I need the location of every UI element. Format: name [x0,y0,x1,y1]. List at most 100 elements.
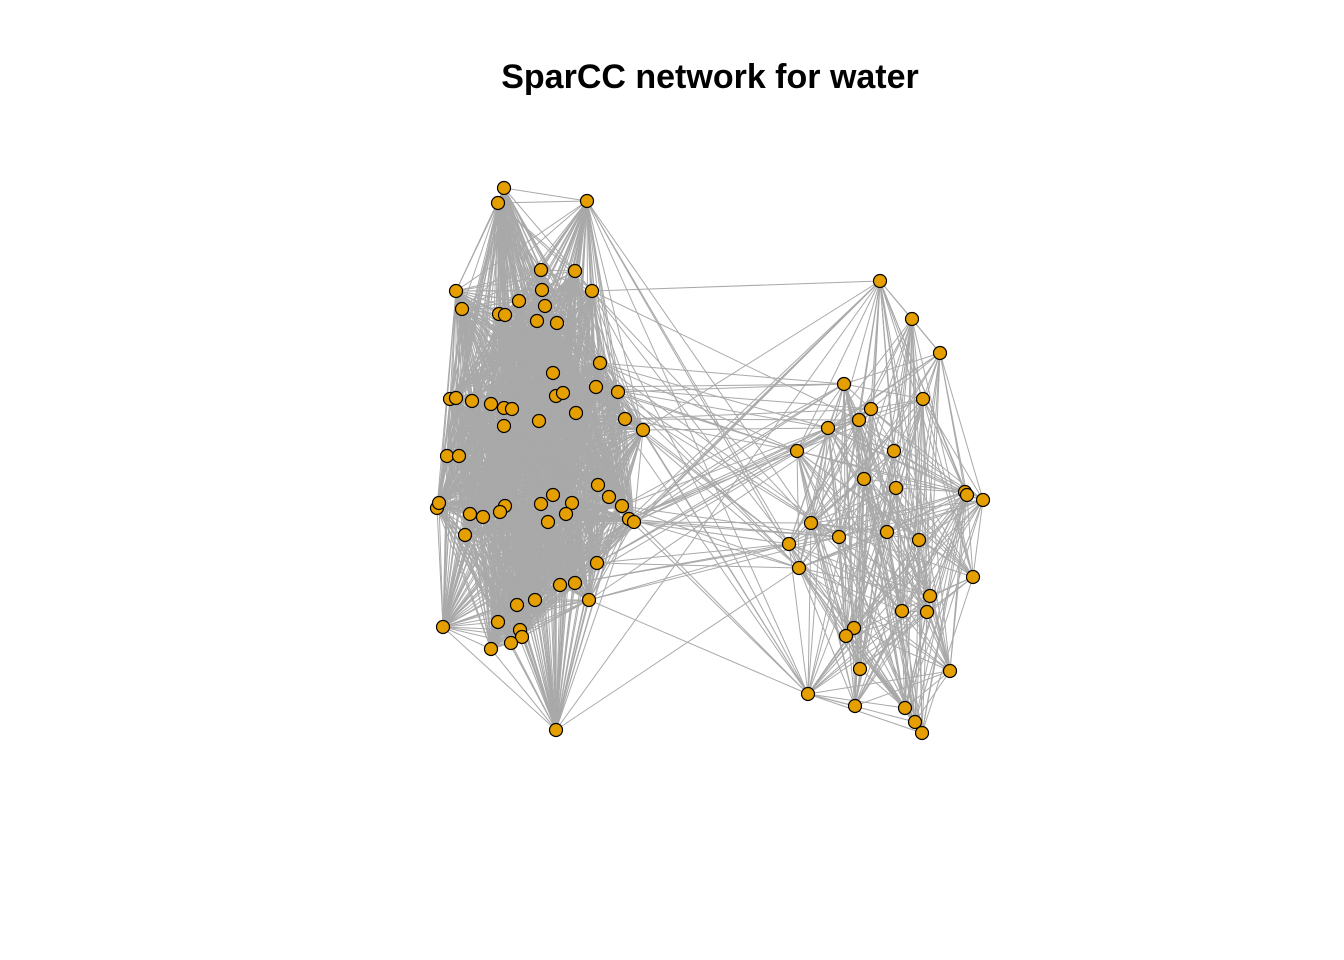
edge-left-cluster [449,313,500,400]
edge-right-cluster [858,419,895,452]
network-node [975,492,991,508]
edge-cross-cluster [599,362,845,385]
network-node [490,195,506,211]
network-node [592,355,608,371]
network-node [462,506,478,522]
edge-cross-cluster [617,391,800,569]
edge-left-cluster [442,626,492,650]
edge-left-cluster [442,621,499,628]
edge-left-cluster [503,187,588,202]
edge-right-cluster [838,419,860,538]
edge-left-cluster [555,518,630,731]
edge-right-cluster [798,383,845,569]
edge-right-cluster [886,491,966,533]
edge-right-cluster [845,635,923,734]
edge-right-cluster [807,610,903,695]
edge-cross-cluster [591,290,812,524]
edge-left-cluster [446,403,492,457]
edge-right-cluster [807,539,920,695]
edge-cross-cluster [633,521,812,524]
network-node [435,619,451,635]
edge-left-cluster [442,505,623,628]
network-node [464,393,480,409]
edge-left-cluster [446,455,610,498]
edge-left-cluster [510,496,610,644]
edge-right-cluster [870,352,941,410]
edge-left-cluster [633,429,644,523]
edge-right-cluster [845,531,888,637]
edge-right-cluster [863,352,941,480]
edge-right-cluster [827,427,920,541]
edge-right-cluster [870,408,974,578]
edge-right-cluster [895,318,913,489]
edge-right-cluster [859,595,931,670]
edge-cross-cluster [596,408,872,564]
edge-right-cluster [918,491,966,541]
edge-right-cluster [807,693,923,734]
edge-right-cluster [972,499,984,578]
edge-left-cluster [575,412,644,431]
edge-left-cluster [446,412,577,457]
network-node [454,301,470,317]
edge-right-cluster [798,567,856,707]
network-node [558,506,574,522]
edge-left-cluster [455,269,542,292]
network-node [549,315,565,331]
edge-right-cluster [796,450,840,538]
edge-right-cluster [838,536,856,707]
network-node [567,575,583,591]
edge-right-cluster [870,398,924,410]
network-node [581,592,597,608]
edge-right-cluster [810,487,897,524]
edge-right-cluster [859,668,906,709]
edge-left-cluster [504,420,540,507]
edge-right-cluster [914,499,984,723]
network-node [932,345,948,361]
edge-left-cluster [442,516,484,628]
edge-right-cluster [904,611,928,709]
network-node [540,514,556,530]
network-node [448,390,464,406]
network-node [448,283,464,299]
network-node [439,448,455,464]
edge-cross-cluster [617,383,845,393]
edge-right-cluster [810,522,856,707]
edge-left-cluster [442,521,549,628]
edges-layer [436,187,984,734]
network-node [789,443,805,459]
edge-right-cluster [870,408,984,501]
edge-left-cluster [458,455,466,536]
edge-right-cluster [788,543,928,613]
network-node [803,515,819,531]
edge-right-cluster [895,487,966,493]
edge-right-cluster [904,499,984,709]
edge-left-cluster [555,599,590,731]
network-node [781,536,797,552]
edge-right-cluster [870,408,951,672]
edge-left-cluster [471,400,492,650]
edge-cross-cluster [617,391,840,538]
network-node [483,396,499,412]
edge-left-cluster [438,455,460,504]
network-node [851,412,867,428]
edge-right-cluster [859,611,928,670]
edge-left-cluster [442,626,512,644]
edge-cross-cluster [624,418,800,569]
edge-left-cluster [510,503,542,644]
edge-right-cluster [886,531,903,612]
edge-right-cluster [854,610,903,707]
edge-right-cluster [807,670,951,695]
edge-cross-cluster [633,521,790,545]
edge-right-cluster [929,595,951,672]
edge-right-cluster [854,531,888,707]
edge-cross-cluster [588,543,790,601]
edge-cross-cluster [642,280,881,431]
network-node [919,604,935,620]
edge-right-cluster [853,478,865,629]
network-node [590,477,606,493]
edge-left-cluster [442,626,557,731]
edge-left-cluster [442,626,523,638]
edge-right-cluster [845,398,924,637]
network-node [831,529,847,545]
network-node [503,635,519,651]
